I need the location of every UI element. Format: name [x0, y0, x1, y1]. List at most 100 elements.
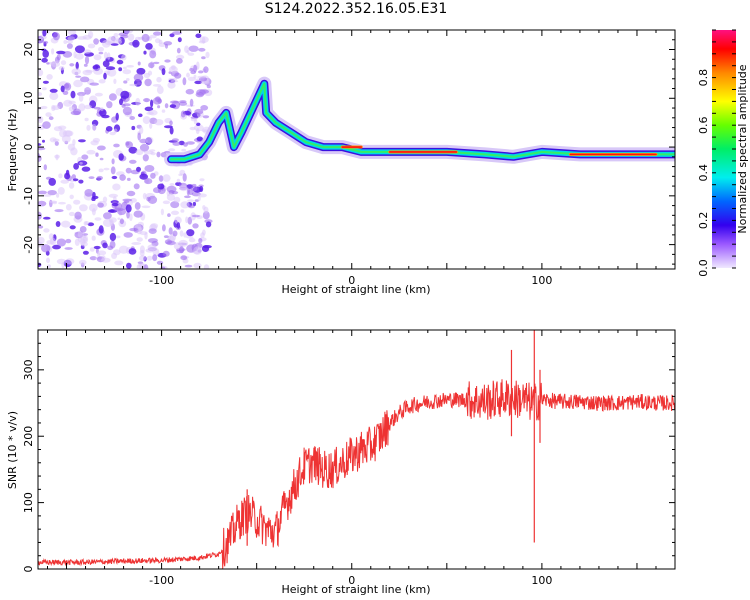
noise-blob [133, 183, 140, 190]
noise-blob [115, 37, 122, 42]
noise-blob [69, 194, 74, 200]
noise-blob [38, 143, 42, 146]
noise-blob [62, 90, 69, 96]
noise-blob [169, 104, 177, 108]
noise-blob [150, 223, 159, 229]
noise-blob [171, 210, 179, 215]
noise-blob [86, 124, 91, 131]
noise-blob [186, 141, 195, 145]
noise-blob [194, 80, 203, 85]
noise-blob [114, 260, 124, 266]
noise-blob [48, 200, 58, 204]
noise-blob [178, 101, 188, 106]
noise-blob [202, 205, 206, 210]
noise-blob [42, 121, 51, 129]
snr-panel: -100 0 100 0 100 200 300 Height of straight li… [6, 329, 676, 596]
noise-blob [162, 250, 170, 257]
noise-blob [84, 221, 90, 225]
noise-blob [74, 211, 82, 220]
noise-blob [42, 30, 47, 37]
noise-blob [54, 209, 64, 213]
noise-blob [197, 193, 207, 198]
noise-blob [115, 235, 121, 239]
noise-blob [139, 143, 150, 152]
noise-blob [150, 99, 154, 108]
noise-blob [135, 97, 141, 107]
noise-blob [131, 125, 136, 131]
noise-blob [128, 248, 137, 255]
noise-blob [183, 232, 188, 238]
noise-blob [118, 245, 129, 254]
noise-blob [111, 202, 119, 207]
noise-blob [107, 52, 111, 60]
noise-blob [137, 61, 141, 66]
noise-blob [91, 197, 96, 201]
noise-blob [77, 36, 87, 40]
noise-blob [42, 40, 49, 44]
noise-blob [79, 226, 87, 233]
noise-blob [146, 111, 154, 115]
noise-blob [73, 163, 79, 170]
noise-blob [162, 224, 166, 232]
noise-blob [118, 67, 123, 72]
noise-blob [75, 75, 82, 78]
frequency-ridge [164, 76, 675, 167]
y-tick-label-bottom: 200 [22, 426, 35, 447]
noise-blob [84, 87, 92, 90]
noise-blob [79, 259, 87, 265]
noise-blob [43, 216, 51, 220]
noise-blob [122, 198, 133, 202]
noise-blob [38, 69, 44, 77]
noise-blob [161, 266, 166, 269]
noise-blob [68, 211, 75, 217]
noise-blob [109, 131, 116, 136]
noise-blob [141, 205, 151, 209]
noise-blob [130, 198, 137, 203]
noise-blob [98, 46, 104, 52]
noise-blob [77, 91, 86, 97]
noise-blob [143, 98, 151, 103]
noise-blob [122, 69, 132, 75]
noise-blob [88, 176, 95, 180]
noise-blob [122, 106, 132, 116]
noise-blob [136, 67, 146, 75]
x-tick-label-top: -100 [149, 274, 174, 287]
noise-blob [71, 174, 77, 180]
noise-blob [136, 166, 141, 172]
noise-blob [52, 32, 60, 41]
noise-blob [103, 212, 112, 220]
noise-blob [93, 54, 102, 61]
noise-blob [171, 138, 179, 142]
noise-blob [153, 61, 160, 65]
noise-blob [144, 178, 153, 185]
page-title: S124.2022.352.16.05.E31 [264, 1, 448, 17]
noise-blob [100, 257, 111, 263]
noise-blob [198, 238, 203, 244]
noise-blob [147, 244, 157, 251]
noise-blob [194, 199, 199, 202]
noise-blob [176, 58, 183, 64]
noise-blob [111, 158, 115, 165]
noise-blob [139, 126, 144, 135]
noise-blob [168, 148, 176, 152]
noise-blob [126, 177, 131, 181]
noise-blob [99, 108, 107, 117]
noise-blob [96, 175, 104, 181]
noise-blob [156, 151, 161, 158]
noise-blob [149, 50, 157, 59]
noise-blob [157, 183, 165, 190]
noise-blob [90, 140, 99, 146]
noise-blob [202, 211, 210, 220]
noise-blob [180, 255, 188, 261]
noise-blob [192, 223, 199, 229]
noise-blob [110, 166, 116, 175]
noise-blob [38, 147, 46, 151]
x-tick-label-top: 0 [348, 274, 355, 287]
noise-blob [129, 83, 138, 87]
noise-blob [91, 235, 96, 241]
noise-blob [139, 255, 147, 262]
noise-blob [60, 85, 65, 93]
noise-blob [196, 122, 201, 127]
noise-blob [143, 50, 147, 55]
noise-blob [148, 228, 157, 235]
